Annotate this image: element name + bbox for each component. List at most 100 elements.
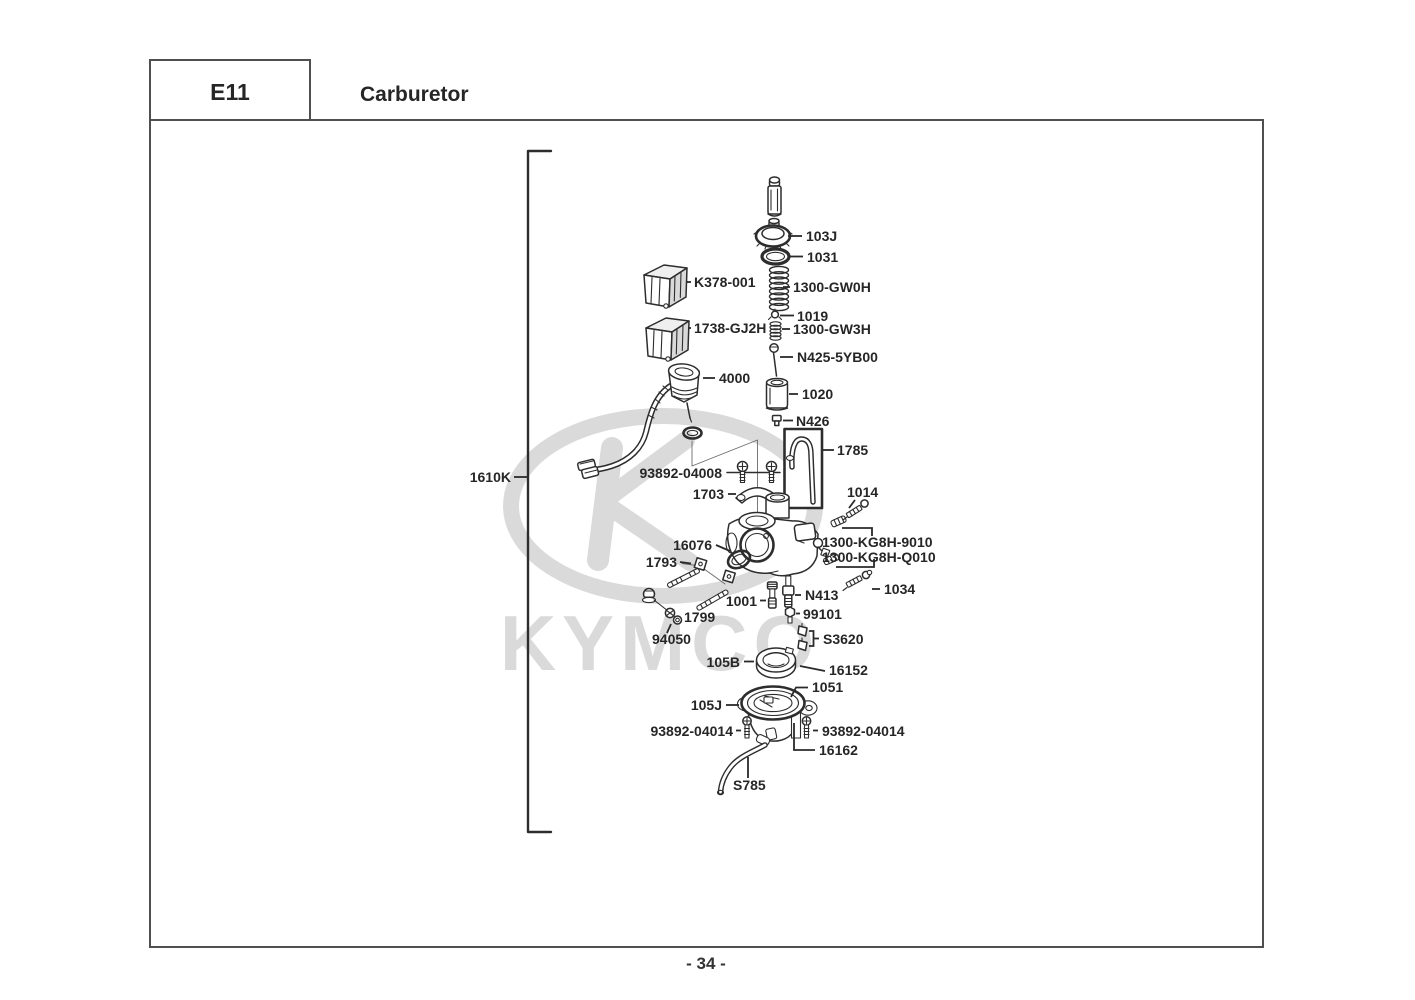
label-4000: 4000 (703, 370, 750, 386)
drain-tube-s785-illustration (716, 734, 771, 796)
spring-1300gw0h-illustration (768, 265, 790, 312)
part-label-1051: 1051 (812, 679, 843, 695)
part-label-1300gw0h: 1300-GW0H (793, 279, 871, 295)
assembly-bracket (526, 149, 553, 834)
label-1300gw3h: 1300-GW3H (782, 321, 871, 337)
label-1793: 1793 (646, 554, 692, 570)
label-1738gj2h: 1738-GJ2H (688, 320, 766, 336)
label-16152: 16152 (799, 662, 868, 678)
page-number: - 34 - (686, 954, 726, 973)
washers-94050-illustration (664, 607, 683, 625)
section-code: E11 (210, 79, 250, 105)
label-1300gw0h: 1300-GW0H (783, 279, 871, 295)
part-label-94050: 94050 (652, 631, 691, 647)
part-label-16076: 16076 (673, 537, 712, 553)
part-labels: 1610K 103J 1031 1300-GW0H 1019 1300-GW3H… (470, 228, 936, 793)
part-label-1799: 1799 (684, 609, 715, 625)
section-code-box (149, 59, 311, 121)
bolt-1799-illustration (641, 587, 669, 612)
label-105j: 105J (691, 697, 739, 713)
part-label-99101: 99101 (803, 606, 842, 622)
part-label-1019: 1019 (797, 308, 828, 324)
jet-n413-illustration (782, 575, 795, 608)
part-label-1300kg8h-9010: 1300-KG8H-9010 (822, 534, 933, 550)
page-frame: E11 Carburetor (149, 59, 1264, 948)
label-1051: 1051 (790, 679, 843, 698)
label-16076: 16076 (673, 537, 731, 553)
part-label-n425: N425-5YB00 (797, 349, 878, 365)
part-label-103j: 103J (806, 228, 837, 244)
part-label-1001: 1001 (726, 593, 757, 609)
part-label-s3620: S3620 (823, 631, 864, 647)
label-16162: 16162 (793, 723, 858, 758)
part-label-1034: 1034 (884, 581, 915, 597)
needle-n425-illustration (769, 343, 779, 377)
part-label-n426: N426 (796, 413, 830, 429)
label-n413: N413 (795, 587, 839, 603)
label-1014: 1014 (847, 484, 878, 509)
screw-1014-illustration (830, 499, 869, 528)
jet-1001-illustration (766, 581, 778, 609)
label-1001: 1001 (726, 593, 766, 609)
label-1610k: 1610K (470, 469, 527, 485)
label-n425: N425-5YB00 (780, 349, 878, 365)
block-1738gj2h-illustration (645, 317, 690, 362)
part-label-1300kg8h-q010: 1300-KG8H-Q010 (822, 549, 936, 565)
part-label-1738gj2h: 1738-GJ2H (694, 320, 766, 336)
label-1034: 1034 (872, 581, 915, 597)
label-1785: 1785 (823, 442, 868, 458)
part-label-n413: N413 (805, 587, 839, 603)
screws-93892-04008-illustration (726, 460, 781, 484)
part-label-16162: 16162 (819, 742, 858, 758)
spring-1300gw3h-illustration (769, 321, 782, 341)
throttle-slide-illustration (767, 176, 782, 217)
part-label-1610k: 1610K (470, 469, 511, 485)
label-99101: 99101 (796, 606, 842, 622)
label-1799: 1799 (684, 609, 715, 625)
label-s785: S785 (733, 757, 766, 793)
part-label-1031: 1031 (807, 249, 838, 265)
screw-99101-illustration (784, 606, 796, 624)
page-title: Carburetor (360, 83, 469, 106)
label-1703: 1703 (693, 486, 736, 502)
part-label-105j: 105J (691, 697, 722, 713)
part-label-1300gw3h: 1300-GW3H (793, 321, 871, 337)
label-1300kg8h-q010: 1300-KG8H-Q010 (822, 549, 936, 568)
label-1020: 1020 (789, 386, 833, 402)
alignment-lines (691, 439, 758, 519)
label-k378: K378-001 (687, 274, 756, 290)
part-label-4000: 4000 (719, 370, 750, 386)
label-93892-04008: 93892-04008 (639, 465, 722, 481)
cap-103j-illustration (753, 217, 793, 250)
nut-n426-illustration (771, 414, 782, 427)
studs-1793-illustration (666, 557, 736, 611)
float-105b-illustration (755, 646, 797, 679)
label-94050: 94050 (652, 623, 691, 647)
diagram-border (149, 119, 1264, 948)
part-label-1785: 1785 (837, 442, 868, 458)
clips-s3620-illustration (797, 622, 808, 652)
tube-box-1785-illustration (783, 427, 824, 510)
clip-1019-illustration (767, 308, 783, 321)
oring-1031-illustration (760, 247, 791, 266)
part-label-1020: 1020 (802, 386, 833, 402)
part-label-1793: 1793 (646, 554, 677, 570)
screw-93892-04014-right-illustration (801, 716, 812, 739)
part-label-16152: 16152 (829, 662, 868, 678)
choke-4000-illustration (576, 363, 701, 480)
screw-1034-illustration (823, 553, 873, 592)
oring-16076-illustration (726, 549, 752, 570)
part-label-105b: 105B (707, 654, 740, 670)
label-s3620: S3620 (809, 630, 864, 647)
cylinder-1020-illustration (765, 377, 789, 411)
part-label-k378: K378-001 (694, 274, 756, 290)
part-label-93892-04014-right: 93892-04014 (822, 723, 905, 739)
part-label-s785: S785 (733, 777, 766, 793)
block-k378-illustration (643, 264, 688, 309)
oring-4000-illustration (682, 426, 703, 440)
label-1019: 1019 (780, 308, 828, 324)
bowl-105j-illustration (736, 685, 818, 742)
label-105b: 105B (707, 654, 754, 670)
label-n426: N426 (783, 413, 830, 429)
